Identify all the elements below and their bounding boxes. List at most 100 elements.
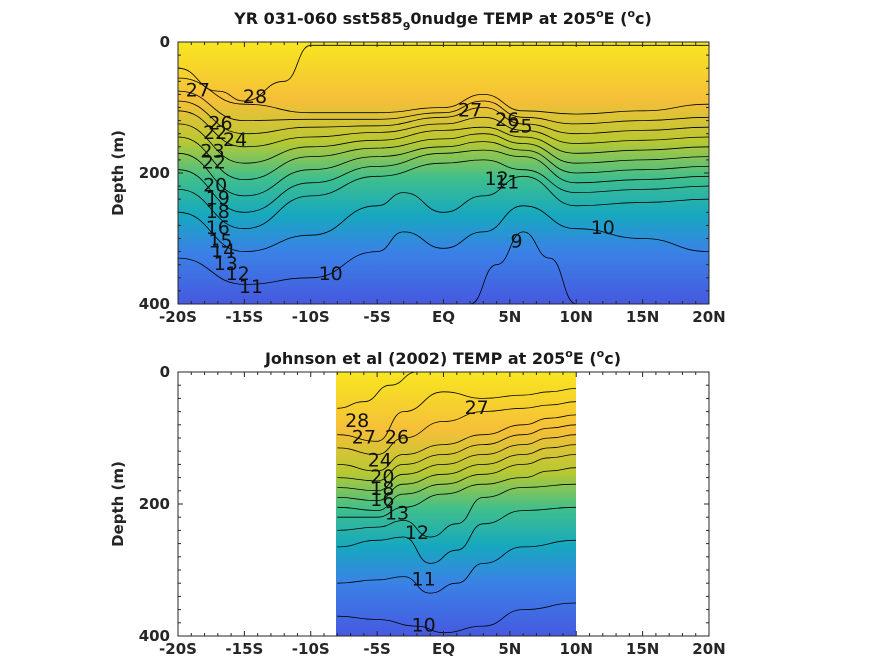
x-tick-label: 10N (560, 308, 593, 326)
contour-label: 11 (495, 171, 519, 193)
isotherm-18 (337, 444, 576, 502)
contour-label: 12 (405, 522, 429, 544)
x-tick-label: -15S (225, 640, 263, 658)
contour-label: 28 (243, 86, 267, 108)
contour-label: 10 (591, 217, 615, 239)
x-tick-label: -5S (363, 308, 390, 326)
contour-label: 27 (465, 397, 489, 419)
contour-label: 28 (345, 410, 369, 432)
contour-label: 20 (203, 175, 227, 197)
isotherm-27 (178, 77, 709, 115)
y-axis-label-top: Depth (m) (109, 130, 127, 216)
contour-label: 14 (211, 240, 235, 262)
contour-label: 12 (226, 263, 250, 285)
contour-label: 27 (186, 80, 210, 102)
chart-title-bottom: Johnson et al (2002) TEMP at 205oE (oc) (264, 347, 621, 368)
isotherm-14 (178, 149, 709, 213)
isotherm-12 (178, 159, 709, 230)
contour-label: 13 (385, 502, 409, 524)
isotherm-27 (337, 388, 576, 442)
contour-label: 11 (412, 568, 436, 590)
y-tick-label: 0 (160, 363, 170, 381)
isotherm-22 (178, 110, 709, 148)
contour-label: 24 (368, 450, 392, 472)
contour-label: 22 (203, 122, 227, 144)
y-tick-label: 200 (139, 164, 170, 182)
y-ticks-bottom: 0 200 400 (139, 363, 709, 645)
isotherm-26 (337, 401, 576, 455)
y-axis-label-bottom: Depth (m) (109, 461, 127, 547)
isotherm-28 (337, 372, 418, 409)
chart-panel-top: YR 031-060 sst58590nudge TEMP at 205oE (… (109, 7, 726, 326)
contour-label: 27 (352, 427, 376, 449)
x-tick-label: 5N (498, 640, 521, 658)
contour-label: 10 (319, 263, 343, 285)
x-tick-label: 5N (498, 308, 521, 326)
y-ticks-top: 0 200 400 (139, 33, 709, 313)
field-shading-top (178, 42, 709, 304)
isotherm-12 (337, 506, 576, 564)
y-tick-label: 400 (139, 295, 170, 313)
y-tick-label: 400 (139, 627, 170, 645)
contour-label: 13 (214, 253, 238, 275)
x-tick-label: EQ (432, 640, 455, 658)
isotherm-28 (178, 44, 709, 102)
contour-label: 16 (370, 489, 394, 511)
isotherm-16 (337, 454, 576, 512)
y-tick-label: 200 (139, 495, 170, 513)
x-ticks-bottom: -20S -15S -10S -5S EQ 5N 10N 15N 20N (159, 372, 726, 658)
field-shading-bottom (336, 372, 576, 636)
isotherm-26 (178, 90, 709, 125)
contour-label: 18 (206, 201, 230, 223)
isotherm-10 (178, 205, 709, 285)
isotherm-24 (337, 414, 576, 472)
x-tick-label: -20S (159, 640, 197, 658)
contour-label: 27 (458, 99, 482, 121)
isotherm-20 (178, 123, 709, 164)
contour-label: 16 (206, 217, 230, 239)
contour-label: 19 (206, 188, 230, 210)
isotherm-18 (178, 133, 709, 181)
x-tick-label: 20N (692, 640, 725, 658)
contour-label: 25 (508, 116, 532, 138)
x-tick-label: -20S (159, 308, 197, 326)
contour-label: 9 (510, 230, 522, 252)
isotherm-11 (178, 175, 709, 253)
isotherm-9 (470, 231, 577, 304)
contour-label: 20 (370, 466, 394, 488)
isotherm-14 (337, 467, 576, 518)
contour-label: 12 (485, 168, 509, 190)
isotherms-top (178, 44, 709, 304)
isotherms-bottom (337, 372, 576, 634)
isotherm-16 (178, 141, 709, 197)
x-tick-label: 15N (626, 640, 659, 658)
isotherm-20 (337, 434, 576, 492)
y-tick-label: 0 (160, 33, 170, 51)
contour-label: 18 (370, 478, 394, 500)
contour-label: 15 (208, 230, 232, 252)
contour-label: 24 (223, 129, 247, 151)
isotherm-11 (337, 539, 576, 594)
contour-label: 23 (200, 141, 224, 163)
x-tick-label: 20N (692, 308, 725, 326)
contour-label: 26 (208, 112, 232, 134)
x-tick-label: -5S (363, 640, 390, 658)
x-tick-label: -10S (292, 308, 330, 326)
chart-panel-bottom: Johnson et al (2002) TEMP at 205oE (oc) … (109, 347, 726, 658)
isotherm-13 (337, 483, 576, 538)
contour-label: 11 (239, 276, 263, 298)
x-tick-label: 15N (626, 308, 659, 326)
contour-label: 10 (412, 615, 436, 637)
x-tick-label: 10N (560, 640, 593, 658)
x-tick-label: -15S (225, 308, 263, 326)
contour-label: 26 (495, 109, 519, 131)
contour-label: 26 (385, 427, 409, 449)
chart-title-top: YR 031-060 sst58590nudge TEMP at 205oE (… (233, 7, 652, 33)
x-tick-label: EQ (432, 308, 455, 326)
isotherm-22 (337, 424, 576, 482)
contour-label: 22 (202, 152, 226, 174)
x-tick-label: -10S (292, 640, 330, 658)
